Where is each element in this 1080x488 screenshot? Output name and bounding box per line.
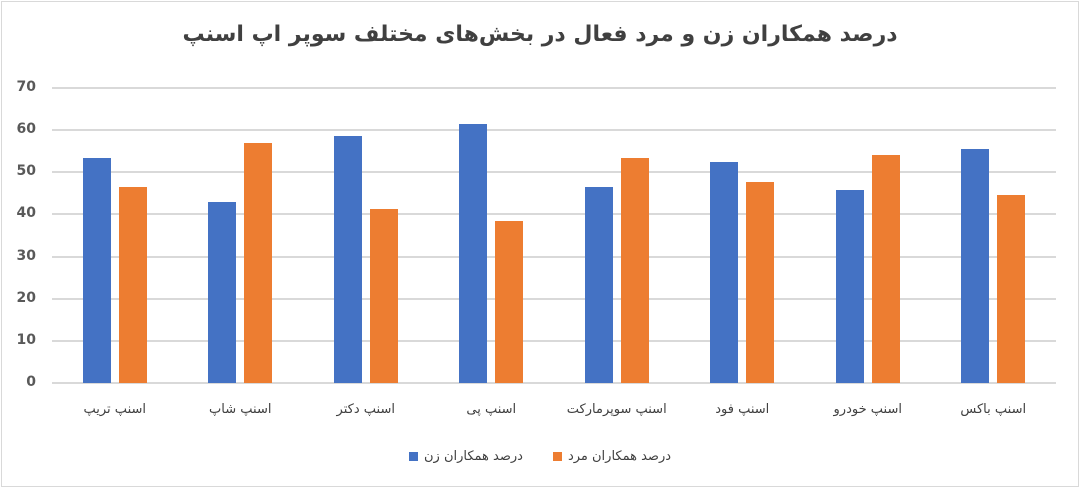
bar-male: [495, 220, 524, 383]
x-tick-label: اسنپ تریپ: [83, 402, 147, 417]
gridline: [52, 339, 1056, 342]
y-tick-label: 40: [16, 205, 36, 222]
bar-male: [997, 195, 1026, 383]
bar-female: [835, 189, 864, 383]
x-tick-label: اسنپ خودرو: [833, 402, 902, 417]
legend: درصد همکاران مرد درصد همکاران زن: [0, 449, 1080, 464]
y-tick-label: 70: [16, 79, 36, 95]
bar-female: [208, 201, 237, 383]
bar-female: [82, 157, 111, 383]
bar-female: [584, 187, 613, 383]
bar-female: [961, 149, 990, 383]
bar-female: [710, 162, 739, 383]
x-tick-label: اسنپ سوپرمارکت: [566, 402, 667, 417]
y-tick-label: 20: [16, 289, 36, 306]
y-tick-label: 0: [26, 374, 36, 390]
y-tick-label: 10: [16, 331, 36, 348]
bar-male: [871, 154, 900, 383]
bar-male: [746, 182, 775, 383]
legend-label: درصد همکاران زن: [423, 449, 523, 464]
legend-item: درصد همکاران زن: [408, 449, 523, 464]
legend-swatch-icon: [552, 452, 562, 461]
gridline: [52, 255, 1056, 258]
gridline: [52, 129, 1056, 132]
gridline: [52, 171, 1056, 174]
y-tick-label: 60: [16, 121, 36, 138]
bar-male: [620, 157, 649, 383]
gridline: [52, 213, 1056, 216]
x-tick-label: اسنپ دکتر: [336, 402, 395, 417]
gridline: [52, 87, 1056, 89]
y-tick-label: 50: [16, 163, 36, 180]
bar-male: [118, 186, 147, 383]
chart-title: درصد همکاران زن و مرد فعال در بخش‌های مخ…: [182, 22, 898, 47]
y-tick-label: 30: [16, 247, 36, 264]
legend-swatch-icon: [408, 452, 418, 461]
bar-female: [333, 136, 362, 383]
legend-label: درصد همکاران مرد: [567, 449, 672, 464]
bar-male: [369, 208, 398, 383]
x-tick-label: اسنپ باکس: [960, 402, 1027, 417]
x-tick-label: اسنپ فود: [715, 402, 770, 417]
legend-item: درصد همکاران مرد: [552, 449, 672, 464]
x-tick-label: اسنپ شاپ: [209, 402, 272, 417]
x-tick-label: اسنپ پی: [466, 402, 517, 417]
bar-male: [244, 142, 273, 383]
gridline: [52, 297, 1056, 300]
bar-female: [459, 123, 488, 383]
gridline: [52, 382, 1056, 384]
